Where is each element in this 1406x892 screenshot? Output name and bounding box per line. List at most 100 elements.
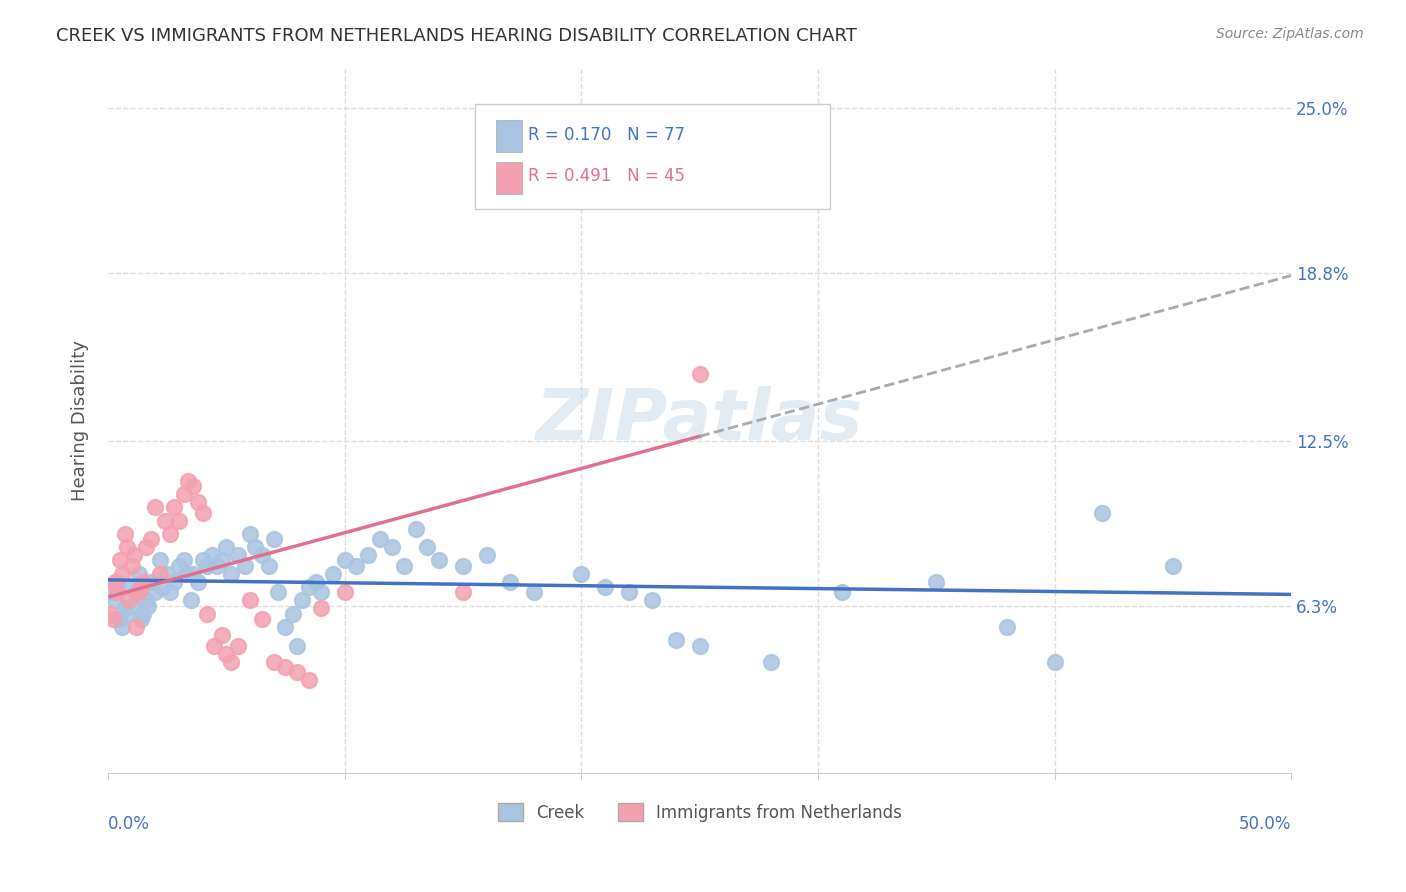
Point [177,474,200,488]
Point [211,628,233,642]
Point [641,593,664,607]
Point [118,593,141,607]
Point [104,593,127,607]
Point [115,607,138,621]
Point [243,540,266,554]
Point [167,514,190,528]
Point [1091,506,1114,520]
Point [309,585,332,599]
Point [405,522,427,536]
Point [187,495,209,509]
Point [689,639,711,653]
Point [593,580,616,594]
Point [121,599,143,613]
Point [101,585,124,599]
Point [159,527,181,541]
Point [201,548,224,562]
Point [274,660,297,674]
Point [111,620,134,634]
Point [128,585,150,599]
Point [139,574,162,589]
Point [143,500,166,515]
Text: 0.0%: 0.0% [108,815,150,833]
Point [346,558,368,573]
Point [197,558,219,573]
Point [132,574,155,589]
Point [309,601,332,615]
Point [689,368,711,382]
Point [152,580,174,594]
Point [204,639,226,653]
Point [135,540,157,554]
Point [427,553,450,567]
Point [187,574,209,589]
Point [191,506,214,520]
Point [226,548,249,562]
Point [115,540,138,554]
Point [305,574,328,589]
Point [357,548,380,562]
Point [149,566,172,581]
Point [1161,558,1184,573]
Point [759,655,782,669]
Point [569,194,592,209]
Point [451,558,474,573]
Point [153,514,176,528]
Point [416,540,439,554]
Point [156,566,179,581]
Point [285,639,308,653]
Point [617,585,640,599]
Point [197,607,219,621]
Bar [496,162,522,194]
Point [215,647,238,661]
Point [285,665,308,680]
Bar [496,120,522,152]
Point [250,612,273,626]
Text: Source: ZipAtlas.com: Source: ZipAtlas.com [1216,27,1364,41]
Point [475,548,498,562]
Point [298,580,321,594]
Point [149,553,172,567]
Point [239,527,262,541]
Legend: Creek, Immigrants from Netherlands: Creek, Immigrants from Netherlands [491,797,908,829]
Text: CREEK VS IMMIGRANTS FROM NETHERLANDS HEARING DISABILITY CORRELATION CHART: CREEK VS IMMIGRANTS FROM NETHERLANDS HEA… [56,27,858,45]
Point [159,585,181,599]
Point [215,540,238,554]
Point [118,580,141,594]
Point [392,558,415,573]
Point [101,612,124,626]
Point [143,585,166,599]
Point [291,593,314,607]
Point [121,558,143,573]
Point [322,566,344,581]
Point [523,585,546,599]
Point [181,566,204,581]
Point [451,585,474,599]
Point [128,566,150,581]
Text: R = 0.491   N = 45: R = 0.491 N = 45 [529,167,685,185]
Point [233,558,256,573]
Point [267,585,290,599]
FancyBboxPatch shape [475,103,830,210]
Point [211,553,233,567]
Point [219,655,242,669]
Point [298,673,321,687]
Point [108,553,131,567]
Point [226,639,249,653]
Point [114,527,136,541]
Point [381,540,404,554]
Y-axis label: Hearing Disability: Hearing Disability [72,341,89,501]
Point [104,574,127,589]
Point [135,593,157,607]
Point [250,548,273,562]
Point [181,479,204,493]
Point [333,585,356,599]
Point [665,633,688,648]
Point [173,553,195,567]
Point [129,612,152,626]
Point [114,601,136,615]
Point [274,620,297,634]
Point [98,607,121,621]
Point [167,558,190,573]
Point [125,620,148,634]
